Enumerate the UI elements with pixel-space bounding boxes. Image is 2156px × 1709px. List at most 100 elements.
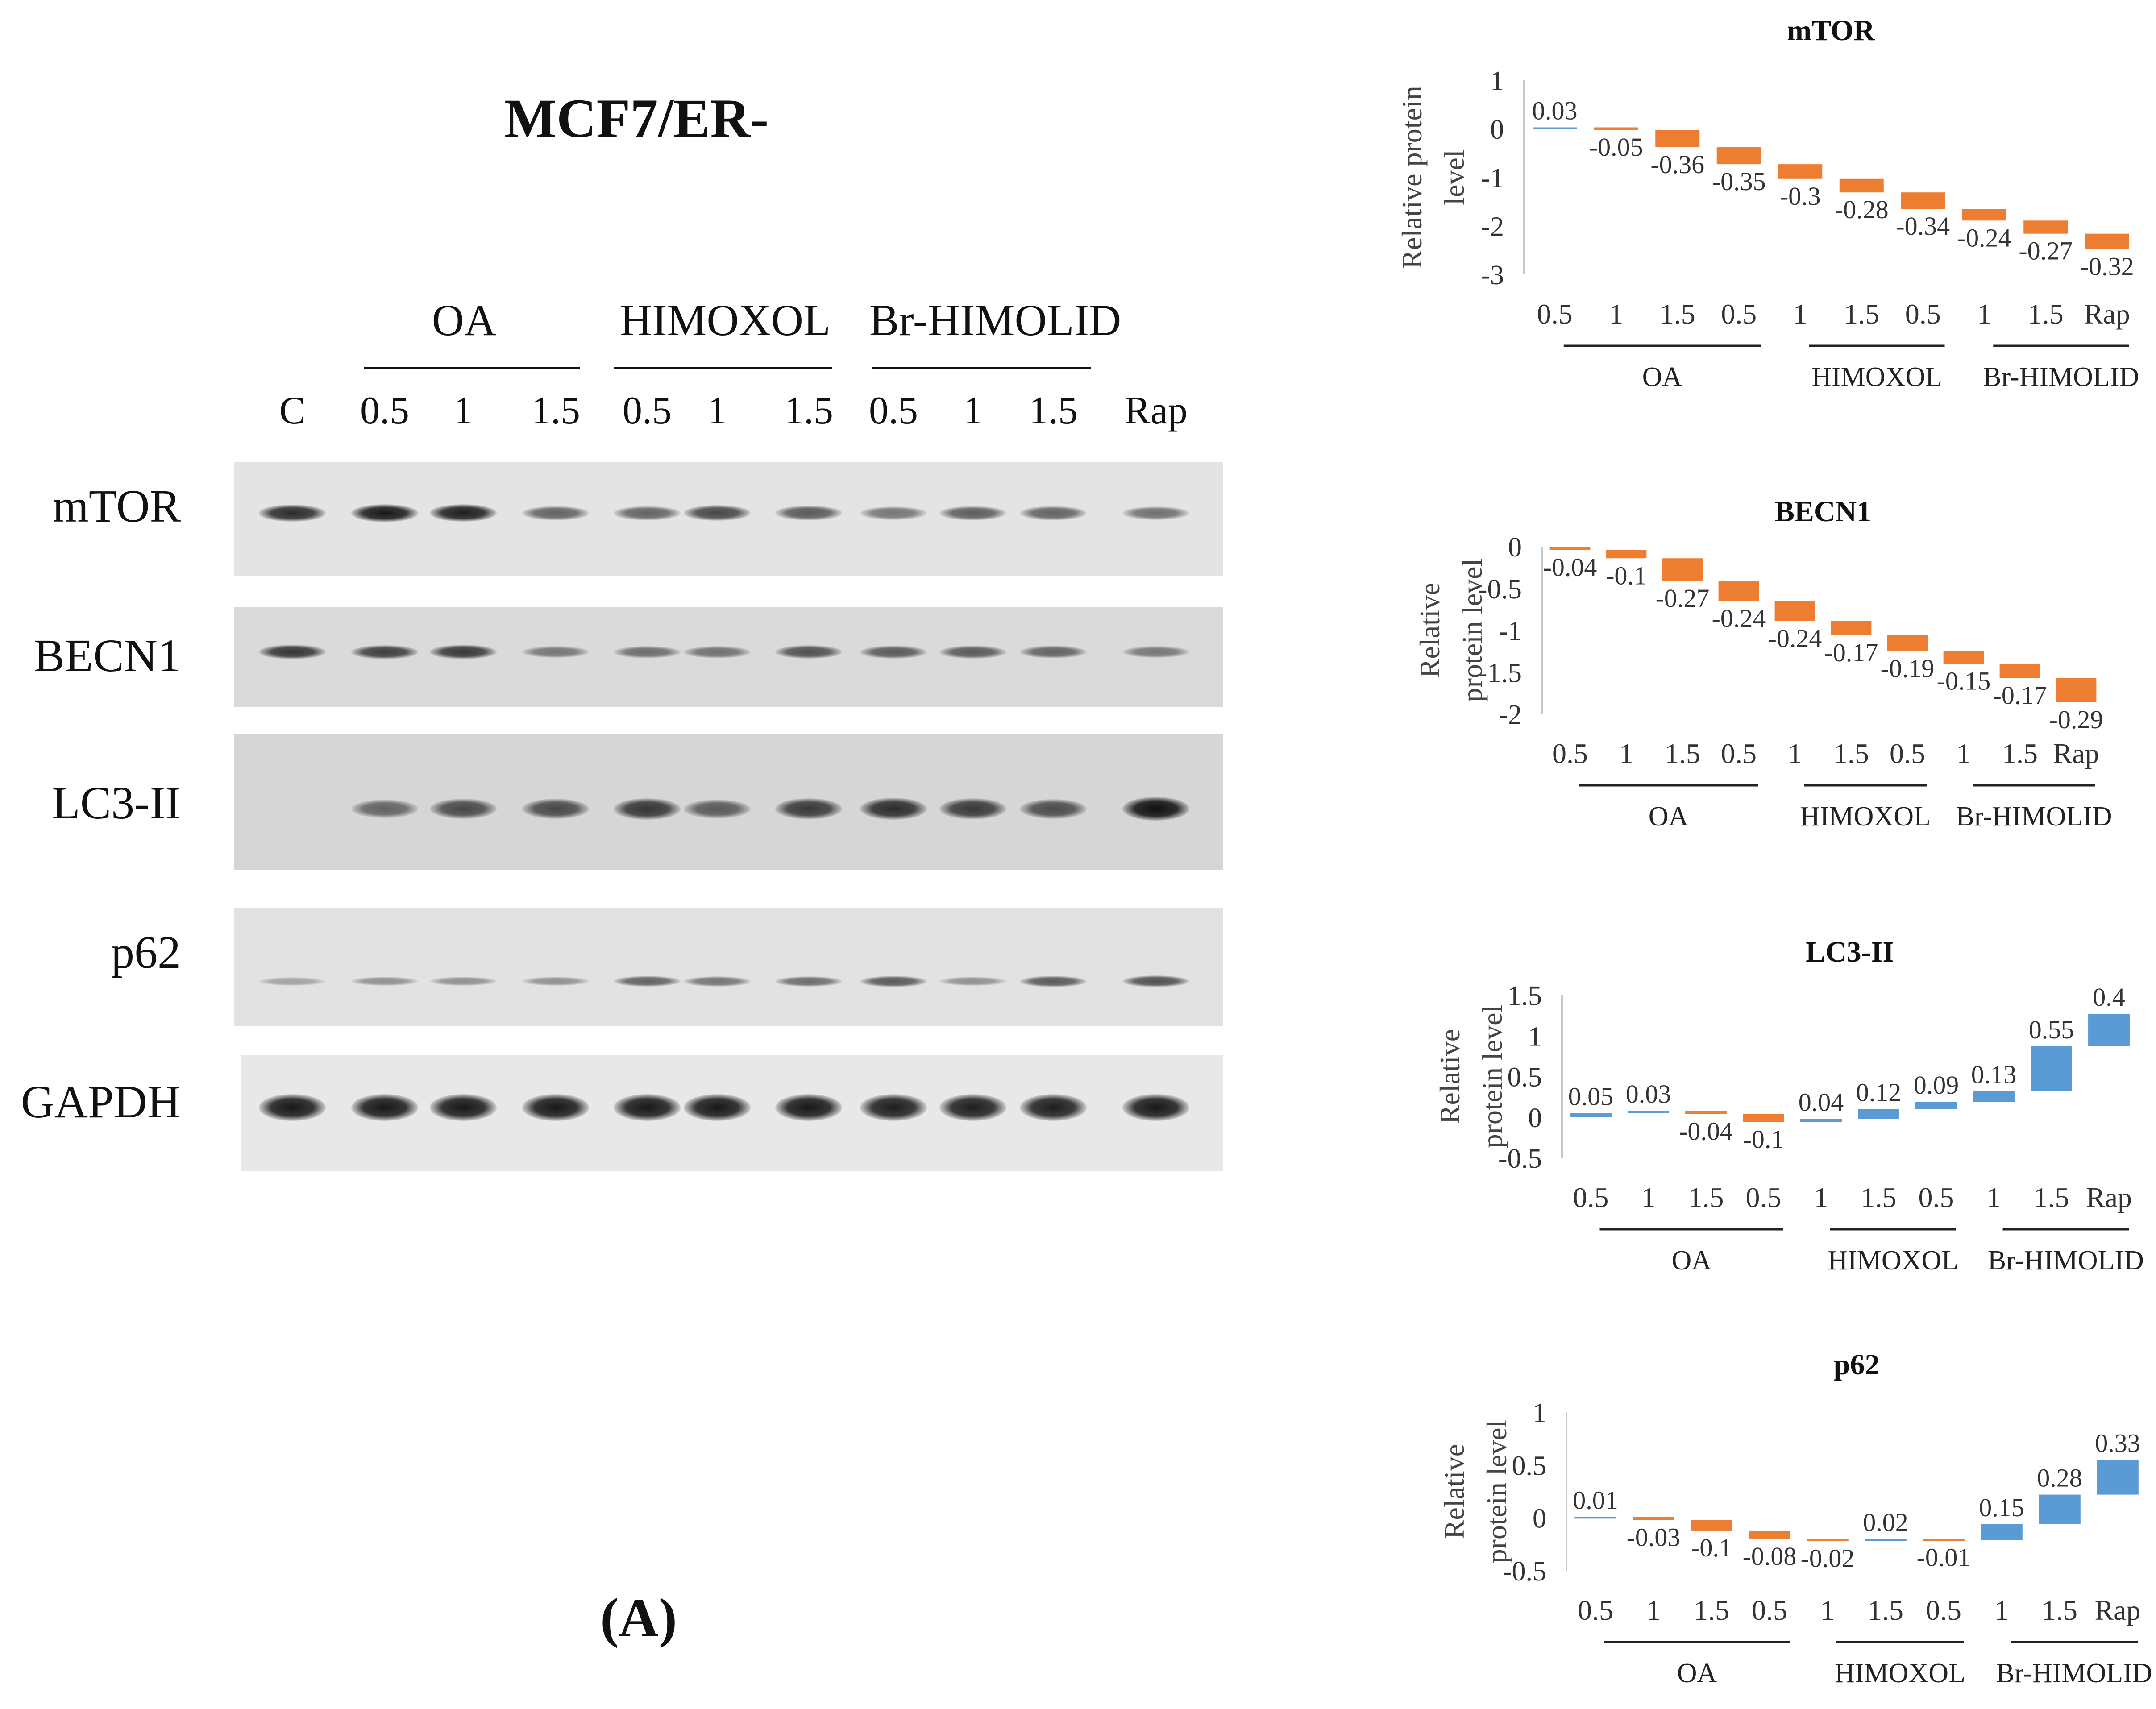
- x-group-label: HIMOXOL: [1828, 1245, 1958, 1276]
- blot-protein-label: GAPDH: [21, 1076, 181, 1128]
- y-tick-label: -0.5: [1498, 1144, 1542, 1174]
- waterfall-bar: [1594, 127, 1638, 130]
- y-tick-label: 0.5: [1512, 1451, 1547, 1481]
- data-label: -0.32: [2080, 252, 2134, 281]
- x-group-label: Br-HIMOLID: [1956, 801, 2112, 832]
- x-group-label: HIMOXOL: [1800, 801, 1931, 832]
- waterfall-bar: [1778, 164, 1823, 179]
- data-label: 0.03: [1626, 1079, 1671, 1108]
- x-tick-label: 1.5: [1694, 1594, 1729, 1626]
- blot-lane-label: 0.5: [869, 389, 918, 432]
- x-tick-label: Rap: [2094, 1594, 2140, 1626]
- waterfall-bar: [2039, 1494, 2081, 1524]
- data-label: -0.19: [1881, 654, 1935, 683]
- waterfall-bar: [1743, 1114, 1784, 1122]
- waterfall-bar: [1901, 192, 1945, 209]
- y-tick-label: -0.5: [1478, 574, 1522, 605]
- blot-band: [1122, 1094, 1189, 1121]
- y-tick-label: 0: [1508, 532, 1522, 563]
- blot-band: [775, 1094, 842, 1121]
- blot-band: [939, 977, 1006, 986]
- waterfall-bar: [2097, 1460, 2139, 1495]
- data-label: -0.1: [1606, 561, 1647, 590]
- y-axis-label: protein level: [1481, 1420, 1512, 1564]
- x-tick-label: 0.5: [1552, 738, 1588, 769]
- data-label: -0.29: [2049, 705, 2103, 734]
- x-group-label: HIMOXOL: [1811, 362, 1942, 392]
- blot-band: [430, 977, 497, 986]
- x-tick-label: 1: [1619, 738, 1633, 769]
- x-group-label: OA: [1671, 1245, 1712, 1276]
- waterfall-bar: [1962, 209, 2006, 221]
- x-tick-label: 0.5: [1721, 738, 1757, 769]
- x-group-label: OA: [1642, 362, 1682, 392]
- blot-band: [939, 645, 1006, 659]
- blot-band: [1122, 797, 1189, 821]
- blot-protein-label: LC3-II: [52, 777, 181, 829]
- blot-band: [684, 646, 751, 658]
- data-label: -0.17: [1993, 680, 2047, 709]
- data-label: 0.12: [1856, 1078, 1902, 1107]
- y-axis-label: protein level: [1456, 559, 1488, 702]
- blot-band: [939, 798, 1006, 820]
- data-label: 0.15: [1979, 1493, 2024, 1522]
- figure-title: MCF7/ER-: [504, 88, 769, 149]
- blot-band: [860, 975, 927, 987]
- waterfall-bar: [1633, 1517, 1674, 1520]
- data-label: 0.09: [1914, 1070, 1959, 1099]
- waterfall-bar: [1685, 1111, 1727, 1114]
- data-label: -0.34: [1896, 212, 1950, 241]
- y-tick-label: -2: [1481, 212, 1504, 242]
- x-tick-label: Rap: [2053, 738, 2099, 769]
- blot-band: [775, 798, 842, 820]
- blot-band: [522, 1094, 589, 1121]
- waterfall-bar: [1858, 1109, 1899, 1119]
- x-tick-label: Rap: [2084, 298, 2130, 330]
- data-label: -0.3: [1780, 182, 1821, 211]
- x-tick-label: 0.5: [1746, 1182, 1782, 1213]
- waterfall-bar: [1923, 1539, 1965, 1541]
- waterfall-bar: [1999, 664, 2040, 678]
- x-tick-label: 1: [1977, 298, 1991, 330]
- chart-title: mTOR: [1787, 14, 1875, 47]
- blot-band: [939, 1094, 1006, 1121]
- blot-lane-label: 1.5: [1029, 389, 1078, 432]
- blot-band: [259, 504, 326, 522]
- waterfall-bar: [2023, 220, 2068, 234]
- chart-title: LC3-II: [1806, 936, 1894, 968]
- x-tick-label: 1.5: [2042, 1594, 2077, 1626]
- waterfall-bar: [1807, 1539, 1849, 1541]
- x-tick-label: 1: [1994, 1594, 2009, 1626]
- blot-band: [614, 976, 681, 987]
- data-label: -0.1: [1691, 1533, 1732, 1562]
- x-tick-label: 1: [1793, 298, 1807, 330]
- y-axis-label: protein level: [1476, 1005, 1508, 1149]
- y-tick-label: -2: [1499, 700, 1522, 730]
- x-tick-label: 1: [1820, 1594, 1835, 1626]
- x-tick-label: 0.5: [1919, 1182, 1954, 1213]
- waterfall-bar: [1839, 178, 1884, 193]
- waterfall-bar: [1691, 1520, 1732, 1531]
- blot-band: [1020, 799, 1087, 819]
- chart-title: BECN1: [1775, 495, 1871, 528]
- x-tick-label: 1.5: [2028, 298, 2064, 330]
- blot-protein-label: p62: [111, 927, 181, 978]
- x-tick-label: 1: [1957, 738, 1971, 769]
- data-label: -0.05: [1589, 133, 1643, 162]
- data-label: 0.01: [1573, 1485, 1618, 1514]
- y-tick-label: 1: [1533, 1398, 1546, 1428]
- waterfall-bar: [1981, 1524, 2023, 1540]
- waterfall-bar: [1716, 147, 1761, 165]
- data-label: 0.4: [2093, 983, 2125, 1012]
- data-label: -0.24: [1957, 223, 2011, 252]
- x-tick-label: 1.5: [1688, 1182, 1724, 1213]
- blot-band: [1020, 646, 1087, 659]
- y-tick-label: -1.5: [1478, 658, 1522, 688]
- blot-band: [259, 977, 326, 986]
- data-label: -0.03: [1627, 1522, 1681, 1551]
- blot-band: [939, 506, 1006, 520]
- blot-band: [351, 504, 418, 522]
- x-tick-label: 1.5: [2002, 738, 2038, 769]
- waterfall-bar: [2031, 1046, 2072, 1091]
